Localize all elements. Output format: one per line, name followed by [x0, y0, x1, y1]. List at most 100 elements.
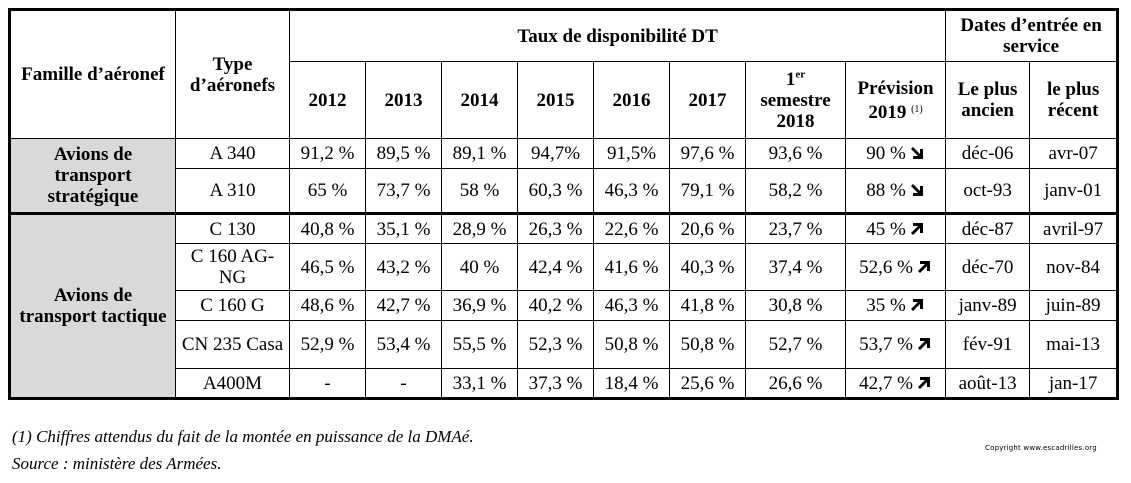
header-year-2015: 2015	[517, 61, 594, 139]
prevision-2019: 45 %	[844, 213, 947, 244]
arrow-up-right-icon	[916, 336, 932, 352]
prevision-2019: 53,7 %	[844, 320, 947, 369]
rate-2014: 36,9 %	[441, 290, 518, 321]
footnote: (1) Chiffres attendus du fait de la mont…	[12, 427, 474, 446]
rate-semestre-2018: 23,7 %	[745, 213, 846, 244]
rate-2017: 50,8 %	[669, 320, 746, 369]
date-plus-recent: avr-07	[1029, 138, 1120, 169]
aircraft-type: C 130	[175, 213, 290, 244]
header-year-2013: 2013	[365, 61, 442, 139]
copyright-watermark: Copyright www.escadrilles.org	[985, 444, 1097, 452]
rate-2017: 79,1 %	[669, 168, 746, 215]
rate-2015: 37,3 %	[517, 368, 594, 400]
date-plus-ancien: déc-06	[945, 138, 1031, 169]
availability-table: Famille d’aéronef Type d’aéronefs Taux d…	[8, 8, 1120, 400]
rate-2014: 28,9 %	[441, 213, 518, 244]
rate-2013: 73,7 %	[365, 168, 442, 215]
rate-2017: 20,6 %	[669, 213, 746, 244]
rate-2012: 91,2 %	[289, 138, 366, 169]
rate-2015: 26,3 %	[517, 213, 594, 244]
arrow-down-right-icon	[909, 182, 925, 198]
rate-2016: 46,3 %	[593, 290, 670, 321]
rate-2014: 58 %	[441, 168, 518, 215]
date-plus-ancien: déc-87	[945, 213, 1031, 244]
arrow-up-right-icon	[916, 375, 932, 391]
rate-semestre-2018: 58,2 %	[745, 168, 846, 215]
rate-2014: 89,1 %	[441, 138, 518, 169]
rate-2017: 40,3 %	[669, 243, 746, 291]
table-row: C 160 G 48,6 % 42,7 % 36,9 % 40,2 % 46,3 % 41,…	[10, 290, 1120, 321]
rate-semestre-2018: 26,6 %	[745, 368, 846, 400]
prevision-value: 42,7 %	[859, 372, 913, 394]
rate-2017: 25,6 %	[669, 368, 746, 400]
rate-2015: 42,4 %	[517, 243, 594, 291]
rate-2015: 40,2 %	[517, 290, 594, 321]
prevision-value: 53,7 %	[859, 334, 913, 355]
date-plus-recent: juin-89	[1029, 290, 1120, 321]
rate-2015: 60,3 %	[517, 168, 594, 215]
table-row: A400M - -33,1 % 37,3 % 18,4 % 25,6 % 26,6 % 42,…	[10, 368, 1120, 400]
rate-2014: 40 %	[441, 243, 518, 291]
rate-2016: 91,5%	[593, 138, 670, 169]
header-year-2017: 2017	[669, 61, 746, 139]
prevision-value: 45 %	[866, 218, 906, 240]
prevision-value: 90 %	[866, 143, 906, 164]
rate-2012: 52,9 %	[289, 320, 366, 369]
aircraft-type: A400M	[175, 368, 290, 400]
prevision-value: 88 %	[866, 180, 906, 201]
rate-2012: -	[289, 368, 366, 400]
arrow-up-right-icon	[909, 297, 925, 313]
rate-2013: 53,4 %	[365, 320, 442, 369]
table-row: C 160 AG-NG 46,5 % 43,2 % 40 % 42,4 % 41,6 % 4…	[10, 243, 1120, 291]
rate-2013: 42,7 %	[365, 290, 442, 321]
table-row: A 310 65 % 73,7 % 58 % 60,3 % 46,3 % 79,1 % 58,…	[10, 168, 1120, 215]
arrow-up-right-icon	[909, 221, 925, 237]
header-year-2014: 2014	[441, 61, 518, 139]
aircraft-type: CN 235 Casa	[175, 320, 290, 369]
prevision-2019: 90 %	[844, 138, 947, 169]
rate-semestre-2018: 30,8 %	[745, 290, 846, 321]
date-plus-ancien: janv-89	[945, 290, 1031, 321]
rate-2015: 52,3 %	[517, 320, 594, 369]
date-plus-recent: jan-17	[1029, 368, 1120, 400]
header-semestre-2018: 1er semestre 2018	[745, 61, 846, 139]
arrow-up-right-icon	[916, 259, 932, 275]
prevision-value: 52,6 %	[859, 256, 913, 278]
table-body: Avions de transport stratégique A 340 91,2…	[8, 138, 1120, 400]
header-plus-recent: le plus récent	[1029, 61, 1120, 139]
arrow-down-right-icon	[909, 145, 925, 161]
rate-semestre-2018: 52,7 %	[745, 320, 846, 369]
header-dates: Dates d’entrée en service	[945, 8, 1120, 62]
prevision-2019: 42,7 %	[844, 368, 947, 400]
table-row: Avions de transport tactique C 130 40,8 % 3…	[8, 213, 1120, 400]
table-row: Avions de transport stratégique A 340 91,2…	[8, 138, 1120, 215]
rate-2013: 43,2 %	[365, 243, 442, 291]
date-plus-recent: janv-01	[1029, 168, 1120, 215]
rate-2012: 65 %	[289, 168, 366, 215]
prevision-value: 35 %	[866, 295, 906, 316]
rate-2016: 18,4 %	[593, 368, 670, 400]
header-prevision-2019: Prévision 2019 (1)	[844, 61, 947, 139]
date-plus-ancien: août-13	[945, 368, 1031, 400]
aircraft-type: C 160 G	[175, 290, 290, 321]
family-cell: Avions de transport tactique	[8, 213, 176, 400]
rate-2016: 22,6 %	[593, 213, 670, 244]
family-cell: Avions de transport stratégique	[8, 138, 176, 215]
rate-2016: 41,6 %	[593, 243, 670, 291]
rate-2012: 40,8 %	[289, 213, 366, 244]
date-plus-ancien: oct-93	[945, 168, 1031, 215]
rate-semestre-2018: 93,6 %	[745, 138, 846, 169]
rate-2017: 97,6 %	[669, 138, 746, 169]
header-taux: Taux de disponibilité DT	[288, 8, 947, 62]
date-plus-recent: nov-84	[1029, 243, 1120, 291]
table-row: CN 235 Casa 52,9 % 53,4 % 55,5 % 52,3 % 50,8 …	[10, 320, 1120, 369]
source-note: Source : ministère des Armées.	[12, 454, 222, 473]
prevision-2019: 52,6 %	[844, 243, 947, 291]
header-famille: Famille d’aéronef	[8, 8, 176, 139]
prevision-2019: 88 %	[844, 168, 947, 215]
rate-2012: 46,5 %	[289, 243, 366, 291]
rate-2012: 48,6 %	[289, 290, 366, 321]
rate-2014: 55,5 %	[441, 320, 518, 369]
rate-2016: 50,8 %	[593, 320, 670, 369]
aircraft-type: A 340	[175, 138, 290, 169]
